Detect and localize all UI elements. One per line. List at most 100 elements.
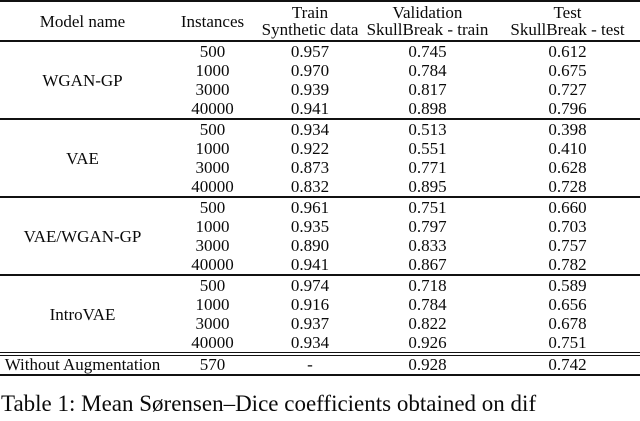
cell-test: 0.656 xyxy=(548,295,587,314)
cell-validation: 0.928 xyxy=(360,352,495,376)
model-name-cell: VAE/WGAN-GP xyxy=(0,196,165,275)
cell-train: 0.935 xyxy=(290,217,330,236)
cell-instances: 570 xyxy=(165,352,260,376)
cell-test: 0.751 xyxy=(548,333,587,352)
cell-instances: 3000 xyxy=(195,80,230,99)
cell-test: 0.796 xyxy=(548,99,587,118)
cell-validation: 0.817 xyxy=(408,80,447,99)
cell-instances: 1000 xyxy=(195,295,230,314)
cell-train: - xyxy=(260,352,360,376)
table-row: 3000 0.873 0.771 0.628 xyxy=(0,158,640,177)
table-row: 40000 0.832 0.895 0.728 xyxy=(0,177,640,197)
cell-instances: 3000 xyxy=(195,314,230,333)
cell-train: 0.970 xyxy=(290,61,330,80)
header-test-line2: SkullBreak - test xyxy=(510,20,625,39)
header-validation-line2: SkullBreak - train xyxy=(366,20,489,39)
model-name-cell: VAE xyxy=(0,118,165,197)
cell-validation: 0.751 xyxy=(360,196,495,217)
cell-validation: 0.797 xyxy=(408,217,447,236)
cell-instances: 1000 xyxy=(195,217,230,236)
table-row: 1000 0.970 0.784 0.675 xyxy=(0,61,640,80)
cell-test: 0.703 xyxy=(548,217,587,236)
table-row: 1000 0.922 0.551 0.410 xyxy=(0,139,640,158)
table-caption: Table 1: Mean Sørensen–Dice coefficients… xyxy=(1,391,537,416)
cell-test: 0.612 xyxy=(548,42,587,61)
cell-train: 0.890 xyxy=(290,236,330,255)
cell-train: 0.832 xyxy=(290,177,330,196)
cell-validation: 0.867 xyxy=(408,255,447,274)
header-test-line1: Test xyxy=(553,3,582,22)
cell-validation: 0.822 xyxy=(408,314,447,333)
cell-train: 0.937 xyxy=(290,314,330,333)
table-row: IntroVAE 500 0.974 0.718 0.589 xyxy=(0,274,640,354)
model-name-cell: WGAN-GP xyxy=(42,70,123,90)
header-train: Train Synthetic data xyxy=(260,1,360,42)
cell-train: 0.961 xyxy=(260,196,360,217)
cell-validation: 0.898 xyxy=(408,99,447,118)
cell-train: 0.939 xyxy=(290,80,330,99)
cell-test: 0.410 xyxy=(548,139,587,158)
table-row: 3000 0.939 0.817 0.727 xyxy=(0,80,640,99)
header-train-line1: Train xyxy=(291,3,329,22)
table-row: VAE 500 0.934 0.513 0.398 xyxy=(0,118,640,197)
table-row: WGAN-GP 500 0.957 0.745 0.612 xyxy=(0,41,640,90)
header-train-line2: Synthetic data xyxy=(261,20,359,39)
cell-validation: 0.784 xyxy=(408,295,447,314)
cell-validation: 0.718 xyxy=(360,274,495,295)
header-model-name: Model name xyxy=(0,1,165,42)
cell-validation: 0.895 xyxy=(408,177,447,196)
table-row: 40000 0.941 0.898 0.796 xyxy=(0,99,640,119)
cell-instances: 1000 xyxy=(195,139,230,158)
cell-test: 0.398 xyxy=(495,118,640,139)
table-row: 40000 0.934 0.926 0.751 xyxy=(0,333,640,354)
cell-validation: 0.771 xyxy=(408,158,447,177)
cell-train: 0.922 xyxy=(290,139,330,158)
cell-test: 0.628 xyxy=(548,158,587,177)
cell-train: 0.873 xyxy=(290,158,330,177)
cell-instances: 1000 xyxy=(195,61,230,80)
cell-instances: 3000 xyxy=(195,236,230,255)
cell-instances: 500 xyxy=(165,118,260,139)
cell-validation: 0.926 xyxy=(408,333,447,352)
header-instances: Instances xyxy=(165,1,260,42)
cell-test: 0.728 xyxy=(548,177,587,196)
cell-instances: 500 xyxy=(165,274,260,295)
cell-train: 0.957 xyxy=(290,42,330,61)
cell-train: 0.941 xyxy=(290,99,330,118)
cell-instances: 500 xyxy=(199,42,226,61)
cell-test: 0.782 xyxy=(548,255,587,274)
cell-instances: 40000 xyxy=(191,255,234,274)
table-row: 1000 0.916 0.784 0.656 xyxy=(0,295,640,314)
cell-test: 0.727 xyxy=(548,80,587,99)
cell-train: 0.916 xyxy=(290,295,330,314)
cell-validation: 0.745 xyxy=(408,42,447,61)
cell-instances: 40000 xyxy=(191,99,234,118)
cell-validation: 0.833 xyxy=(408,236,447,255)
cell-train: 0.934 xyxy=(290,333,330,352)
header-test: Test SkullBreak - test xyxy=(495,1,640,42)
cell-train: 0.941 xyxy=(290,255,330,274)
cell-validation: 0.551 xyxy=(408,139,447,158)
results-table: Model name Instances Train Synthetic dat… xyxy=(0,0,640,376)
header-validation-line1: Validation xyxy=(392,3,463,22)
header-row: Model name Instances Train Synthetic dat… xyxy=(0,1,640,42)
table-row: VAE/WGAN-GP 500 0.961 0.751 0.660 xyxy=(0,196,640,275)
cell-test: 0.678 xyxy=(548,314,587,333)
cell-test: 0.589 xyxy=(495,274,640,295)
cell-instances: 3000 xyxy=(195,158,230,177)
cell-train: 0.974 xyxy=(260,274,360,295)
table-row: 1000 0.935 0.797 0.703 xyxy=(0,217,640,236)
cell-test: 0.675 xyxy=(548,61,587,80)
table-row: 40000 0.941 0.867 0.782 xyxy=(0,255,640,275)
cell-train: 0.934 xyxy=(260,118,360,139)
model-name-cell: Without Augmentation xyxy=(0,352,165,376)
cell-instances: 40000 xyxy=(191,333,234,352)
table-row: 3000 0.890 0.833 0.757 xyxy=(0,236,640,255)
cell-validation: 0.513 xyxy=(360,118,495,139)
table-row: 3000 0.937 0.822 0.678 xyxy=(0,314,640,333)
cell-instances: 500 xyxy=(165,196,260,217)
header-validation: Validation SkullBreak - train xyxy=(360,1,495,42)
model-name-cell: IntroVAE xyxy=(0,274,165,354)
cell-test: 0.757 xyxy=(548,236,587,255)
cell-validation: 0.784 xyxy=(408,61,447,80)
